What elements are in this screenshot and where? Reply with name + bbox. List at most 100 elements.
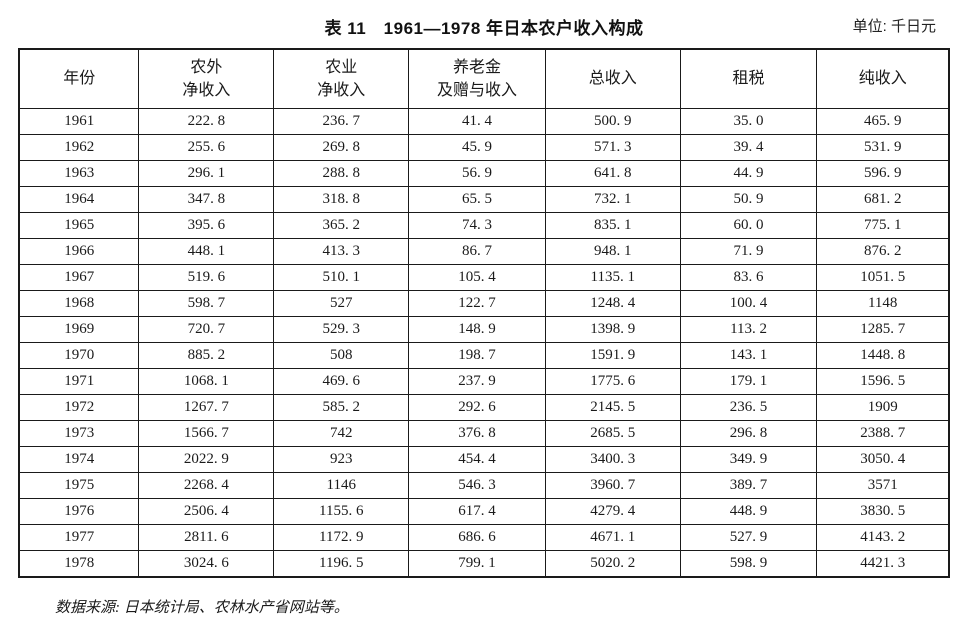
value-cell: 179. 1 (679, 368, 818, 395)
year-cell: 1972 (18, 394, 140, 421)
year-cell: 1975 (18, 472, 140, 499)
year-cell: 1969 (18, 316, 140, 343)
value-cell: 365. 2 (273, 212, 410, 239)
value-cell: 531. 9 (816, 134, 950, 161)
value-cell: 500. 9 (544, 108, 681, 135)
value-cell: 596. 9 (816, 160, 950, 187)
value-cell: 686. 6 (408, 524, 546, 551)
value-cell: 1448. 8 (816, 342, 950, 369)
value-cell: 1148 (816, 290, 950, 317)
value-cell: 1135. 1 (544, 264, 681, 291)
year-cell: 1973 (18, 420, 140, 447)
value-cell: 1051. 5 (816, 264, 950, 291)
value-cell: 71. 9 (679, 238, 818, 265)
value-cell: 3960. 7 (544, 472, 681, 499)
value-cell: 3024. 6 (138, 550, 275, 578)
year-cell: 1967 (18, 264, 140, 291)
column-header-year: 年份 (18, 48, 140, 109)
value-cell: 775. 1 (816, 212, 950, 239)
column-header-nonfarm-net: 农外 净收入 (138, 48, 275, 109)
table-row: 1977 2811. 6 1172. 9 686. 6 4671. 1 527. 9 414… (18, 524, 950, 551)
value-cell: 413. 3 (273, 238, 410, 265)
value-cell: 3571 (816, 472, 950, 499)
value-cell: 86. 7 (408, 238, 546, 265)
value-cell: 1566. 7 (138, 420, 275, 447)
value-cell: 269. 8 (273, 134, 410, 161)
value-cell: 2811. 6 (138, 524, 275, 551)
value-cell: 799. 1 (408, 550, 546, 578)
table-row: 1963 296. 1 288. 8 56. 9 641. 8 44. 9 596. 9 (18, 160, 950, 187)
value-cell: 1596. 5 (816, 368, 950, 395)
value-cell: 1398. 9 (544, 316, 681, 343)
value-cell: 56. 9 (408, 160, 546, 187)
table-title: 表 11 1961—1978 年日本农户收入构成 (324, 19, 644, 38)
value-cell: 4279. 4 (544, 498, 681, 525)
unit-label: 单位: 千日元 (852, 18, 936, 35)
data-source-note: 数据来源: 日本统计局、农林水产省网站等。 (55, 600, 349, 616)
value-cell: 546. 3 (408, 472, 546, 499)
value-cell: 318. 8 (273, 186, 410, 213)
value-cell: 3400. 3 (544, 446, 681, 473)
value-cell: 349. 9 (679, 446, 818, 473)
value-cell: 236. 5 (679, 394, 818, 421)
title-row: 表 11 1961—1978 年日本农户收入构成 单位: 千日元 (18, 14, 950, 42)
value-cell: 2268. 4 (138, 472, 275, 499)
value-cell: 529. 3 (273, 316, 410, 343)
column-header-farm-net: 农业 净收入 (273, 48, 410, 109)
value-cell: 1068. 1 (138, 368, 275, 395)
value-cell: 236. 7 (273, 108, 410, 135)
column-header-total-income: 总收入 (544, 48, 681, 109)
value-cell: 641. 8 (544, 160, 681, 187)
table-row: 1965 395. 6 365. 2 74. 3 835. 1 60. 0 775. 1 (18, 212, 950, 239)
value-cell: 4671. 1 (544, 524, 681, 551)
table-row: 1978 3024. 6 1196. 5 799. 1 5020. 2 598. 9 442… (18, 550, 950, 578)
value-cell: 60. 0 (679, 212, 818, 239)
value-cell: 198. 7 (408, 342, 546, 369)
year-cell: 1961 (18, 108, 140, 135)
table-row: 1971 1068. 1 469. 6 237. 9 1775. 6 179. 1 1596… (18, 368, 950, 395)
table-row: 1973 1566. 7 742 376. 8 2685. 5 296. 8 2388. 7 (18, 420, 950, 447)
value-cell: 454. 4 (408, 446, 546, 473)
value-cell: 74. 3 (408, 212, 546, 239)
value-cell: 3830. 5 (816, 498, 950, 525)
value-cell: 44. 9 (679, 160, 818, 187)
table-header: 年份 农外 净收入 农业 净收入 养老金 及赠与收入 总收入 租税 纯收入 (18, 48, 950, 109)
value-cell: 1591. 9 (544, 342, 681, 369)
value-cell: 113. 2 (679, 316, 818, 343)
value-cell: 3050. 4 (816, 446, 950, 473)
value-cell: 83. 6 (679, 264, 818, 291)
table-row: 1974 2022. 9 923 454. 4 3400. 3 349. 9 3050. 4 (18, 446, 950, 473)
year-cell: 1971 (18, 368, 140, 395)
value-cell: 598. 9 (679, 550, 818, 578)
value-cell: 45. 9 (408, 134, 546, 161)
value-cell: 1909 (816, 394, 950, 421)
value-cell: 2506. 4 (138, 498, 275, 525)
value-cell: 1155. 6 (273, 498, 410, 525)
year-cell: 1970 (18, 342, 140, 369)
value-cell: 39. 4 (679, 134, 818, 161)
year-cell: 1978 (18, 550, 140, 578)
value-cell: 527 (273, 290, 410, 317)
value-cell: 585. 2 (273, 394, 410, 421)
value-cell: 2388. 7 (816, 420, 950, 447)
table-row: 1967 519. 6 510. 1 105. 4 1135. 1 83. 6 1051. … (18, 264, 950, 291)
year-cell: 1964 (18, 186, 140, 213)
value-cell: 5020. 2 (544, 550, 681, 578)
year-cell: 1962 (18, 134, 140, 161)
table-row: 1969 720. 7 529. 3 148. 9 1398. 9 113. 2 1285.… (18, 316, 950, 343)
table-row: 1976 2506. 4 1155. 6 617. 4 4279. 4 448. 9 383… (18, 498, 950, 525)
value-cell: 1248. 4 (544, 290, 681, 317)
year-cell: 1963 (18, 160, 140, 187)
value-cell: 948. 1 (544, 238, 681, 265)
year-cell: 1966 (18, 238, 140, 265)
table-row: 1972 1267. 7 585. 2 292. 6 2145. 5 236. 5 1909 (18, 394, 950, 421)
value-cell: 885. 2 (138, 342, 275, 369)
value-cell: 923 (273, 446, 410, 473)
value-cell: 35. 0 (679, 108, 818, 135)
value-cell: 100. 4 (679, 290, 818, 317)
value-cell: 465. 9 (816, 108, 950, 135)
header-row: 年份 农外 净收入 农业 净收入 养老金 及赠与收入 总收入 租税 纯收入 (18, 48, 950, 109)
value-cell: 2022. 9 (138, 446, 275, 473)
value-cell: 395. 6 (138, 212, 275, 239)
